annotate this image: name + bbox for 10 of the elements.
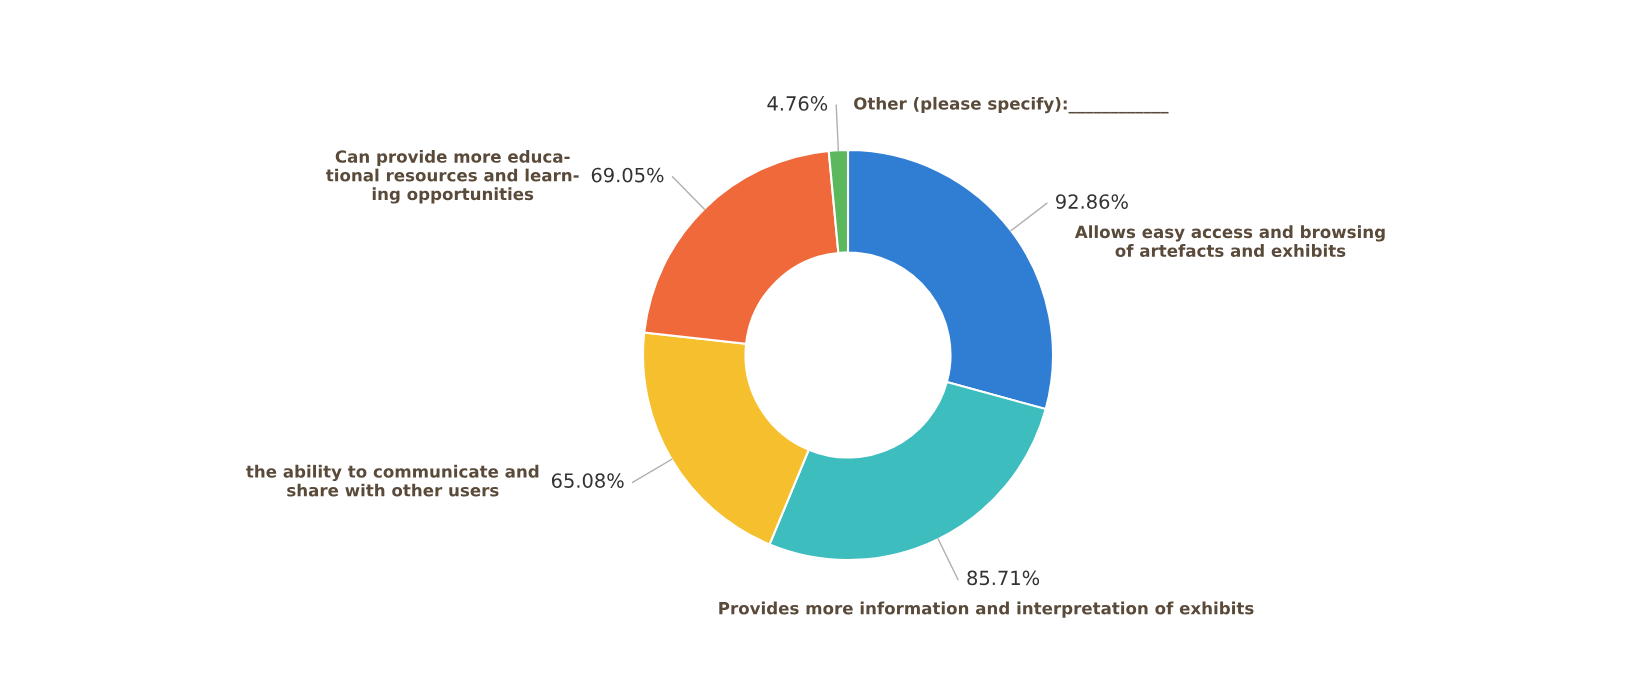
slice-label: Provides more information and interpretation of exhibits [719, 601, 1254, 618]
data-label: 4.76% [767, 96, 828, 111]
slice-label: the ability to communicate and share with other users [246, 464, 539, 497]
data-label: 85.71% [967, 570, 1040, 586]
slice-label: Allows easy access and browsing of artefacts and exhibits [1074, 225, 1385, 257]
slice-label: Other (please specify):____________ [854, 96, 1169, 114]
slice-label: Can provide more educa- tional resources and learn- ing opportunities [326, 149, 579, 204]
data-label: 92.86% [1056, 194, 1128, 209]
data-label: 69.05% [591, 167, 664, 183]
data-label: 65.08% [551, 473, 624, 488]
